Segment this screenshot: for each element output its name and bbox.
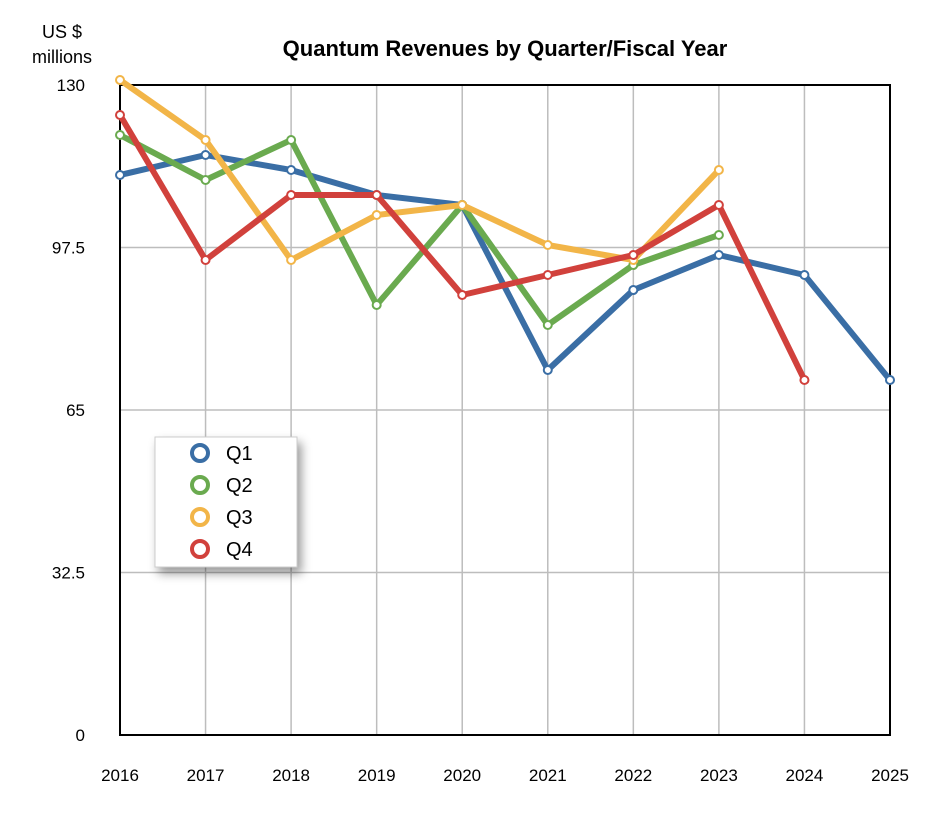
data-point-q4 [200,255,211,265]
data-point-q3 [200,135,211,145]
data-point-q3 [115,75,125,85]
data-point-q4 [115,110,125,120]
data-point-q2 [713,230,724,240]
data-point-q1 [713,250,724,260]
legend-marker-q4 [190,539,210,559]
legend-marker-q2 [190,475,210,495]
data-point-q2 [115,130,125,140]
x-tick-label: 2023 [700,766,738,785]
data-point-q1 [885,375,895,385]
data-point-q1 [542,365,553,375]
series-lines [115,75,895,385]
data-point-q3 [371,210,382,220]
data-point-q1 [799,270,810,280]
y-unit-label-line2: millions [32,47,92,67]
series-line-q3 [117,77,722,263]
data-point-q2 [371,300,382,310]
x-tick-label: 2020 [443,766,481,785]
data-point-q1 [200,150,211,160]
legend-label-q3: Q3 [226,507,253,529]
data-point-q2 [542,320,553,330]
y-tick-label: 130 [57,76,85,95]
plot-area-frame [119,84,891,736]
data-point-q3 [457,200,468,210]
legend-label-q4: Q4 [226,539,253,561]
x-tick-label: 2017 [187,766,225,785]
x-tick-label: 2022 [614,766,652,785]
x-axis-ticks: 2016 2017 2018 2019 2020 2021 2022 2023 2024 2025 [101,766,909,785]
x-tick-label: 2021 [529,766,567,785]
data-point-q4 [799,375,810,385]
data-point-q4 [713,200,724,210]
x-tick-label: 2024 [786,766,824,785]
data-point-q4 [457,290,468,300]
legend-label-q1: Q1 [226,443,253,465]
legend-label-q2: Q2 [226,475,253,497]
chart-title: Quantum Revenues by Quarter/Fiscal Year [283,36,728,61]
data-point-q4 [371,190,382,200]
legend-box [154,436,298,568]
legend-marker-q1 [190,443,210,463]
data-point-q2 [200,175,211,185]
y-tick-label: 97.5 [52,239,85,258]
series-line-q2 [117,132,722,328]
legend-marker-q3 [190,507,210,527]
x-tick-label: 2019 [358,766,396,785]
data-point-q4 [628,250,639,260]
legend: Q1 Q2 Q3 Q4 [154,436,298,568]
y-axis-ticks: 130 97.5 65 32.5 0 [52,76,85,745]
y-tick-label: 0 [76,726,85,745]
x-tick-label: 2018 [272,766,310,785]
data-point-q3 [542,240,553,250]
y-tick-label: 32.5 [52,564,85,583]
data-point-q1 [286,165,297,175]
data-point-q1 [115,170,125,180]
data-point-q3 [713,165,724,175]
data-point-q2 [286,135,297,145]
y-tick-label: 65 [66,401,85,420]
data-point-q3 [286,255,297,265]
x-tick-label: 2016 [101,766,139,785]
data-point-q4 [286,190,297,200]
data-point-q1 [628,285,639,295]
y-unit-label-line1: US $ [42,22,82,42]
data-point-q4 [542,270,553,280]
x-tick-label: 2025 [871,766,909,785]
